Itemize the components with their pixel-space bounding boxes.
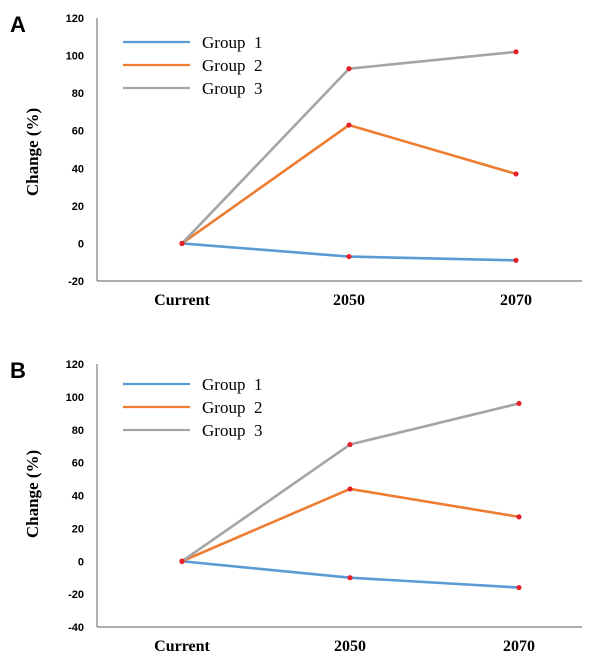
x-tick-label-a: Current [154,292,210,309]
panel-label-b: B [10,358,26,383]
y-tick-label-b: -20 [68,589,84,601]
data-point-group-3 [346,66,351,71]
y-tick-label-a: 60 [72,126,84,138]
y-tick-label-b: 20 [72,523,84,535]
series-line-1 [182,561,519,587]
y-ticks-b: -40 -20 0 20 40 60 80 100 120 [66,359,84,634]
y-tick-label-a: -20 [68,276,84,288]
y-tick-label-a: 20 [72,201,84,213]
data-point-group-3 [347,442,352,447]
x-tick-label-b: Current [154,638,210,655]
legend-a: Group 1 Group 2 Group 3 [123,33,262,98]
legend-label-group-3: Group 3 [202,79,262,98]
y-tick-label-b: 0 [78,556,84,568]
data-point-group-3 [516,401,521,406]
data-point-group-3 [513,49,518,54]
y-axis-label-a: Change (%) [23,108,42,196]
legend-label-group-3: Group 3 [202,421,262,440]
legend-label-group-1: Group 1 [202,33,262,52]
y-tick-label-a: 120 [66,13,84,25]
legend-label-group-2: Group 2 [202,398,262,417]
x-tick-label-b: 2070 [503,638,535,655]
y-tick-label-a: 80 [72,88,84,100]
data-point-group-2 [513,171,518,176]
y-tick-label-b: 100 [66,392,84,404]
x-ticks-a: Current 2050 2070 [154,292,532,309]
series-line-2 [182,125,516,243]
y-axis-label-b: Change (%) [23,450,42,538]
x-tick-label-b: 2050 [334,638,366,655]
data-point-group-1 [347,575,352,580]
y-ticks-a: -20 0 20 40 60 80 100 120 [66,13,84,288]
legend-label-group-1: Group 1 [202,375,262,394]
x-tick-label-a: 2070 [500,292,532,309]
data-point-group-3 [179,241,184,246]
y-tick-label-b: -40 [68,622,84,634]
data-point-group-1 [346,254,351,259]
y-tick-label-b: 120 [66,359,84,371]
y-tick-label-a: 0 [78,238,84,250]
panel-label-a: A [10,12,26,37]
legend-label-group-2: Group 2 [202,56,262,75]
data-point-group-1 [516,585,521,590]
data-point-group-1 [513,258,518,263]
data-point-group-2 [516,514,521,519]
y-tick-label-b: 60 [72,458,84,470]
data-point-group-3 [179,559,184,564]
y-tick-label-b: 80 [72,425,84,437]
y-tick-label-a: 100 [66,51,84,63]
x-tick-label-a: 2050 [333,292,365,309]
data-point-group-2 [347,486,352,491]
y-tick-label-b: 40 [72,491,84,503]
y-tick-label-a: 40 [72,163,84,175]
data-point-group-2 [346,122,351,127]
chart-panel-a: A Change (%) -20 0 20 40 60 80 100 120 Current 2… [10,12,582,309]
x-ticks-b: Current 2050 2070 [154,638,535,655]
chart-panel-b: B Change (%) -40 -20 0 20 40 60 80 100 120 Curre… [10,358,582,655]
legend-b: Group 1 Group 2 Group 3 [123,375,262,440]
